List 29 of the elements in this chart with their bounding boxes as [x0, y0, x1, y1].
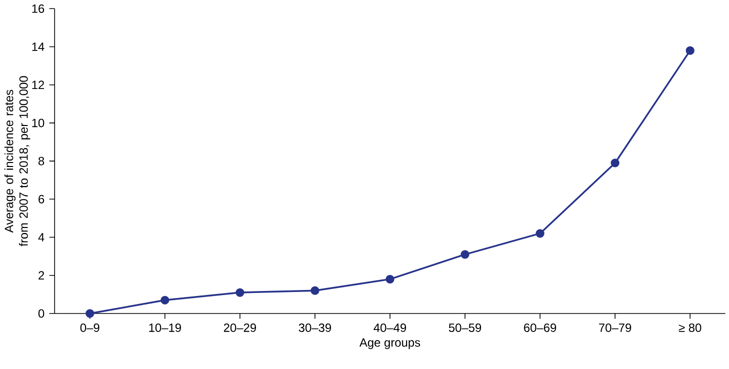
- x-tick-label: 60–69: [524, 323, 556, 332]
- point: [160, 296, 170, 304]
- point: [86, 309, 94, 318]
- y-tick-label: 10: [32, 118, 44, 128]
- point: [686, 46, 694, 55]
- x-tick-label: 20–29: [224, 323, 256, 332]
- y-tick-label: 14: [32, 42, 44, 51]
- y-tick-label: 8: [38, 156, 44, 166]
- point: [610, 158, 620, 168]
- y-tick-label: 4: [38, 233, 44, 242]
- y-tick-label: 6: [38, 194, 44, 204]
- x-tick-label: 10–19: [149, 323, 181, 332]
- point: [386, 274, 394, 284]
- point: [460, 250, 470, 259]
- x-tick-label: 50–59: [448, 323, 482, 332]
- point: [310, 286, 320, 295]
- x-tick-label: 40–49: [374, 323, 406, 332]
- y-tick-label: 12: [32, 80, 44, 89]
- x-axis-title: Age groups: [359, 338, 420, 349]
- x-tick-label: ≥ 80: [678, 323, 702, 332]
- x-tick-label: 0–9: [80, 323, 100, 332]
- y-tick-label: 0: [38, 309, 44, 318]
- y-tick-label: 2: [38, 271, 44, 280]
- x-tick-label: 30–39: [298, 323, 332, 332]
- x-tick-label: 70–79: [599, 323, 632, 332]
- y-tick-label: 16: [32, 4, 44, 13]
- point: [536, 229, 544, 238]
- y-axis-title: Average of incidence rates from 2007 to 2018, per 100,000: [4, 76, 30, 246]
- point: [236, 288, 244, 297]
